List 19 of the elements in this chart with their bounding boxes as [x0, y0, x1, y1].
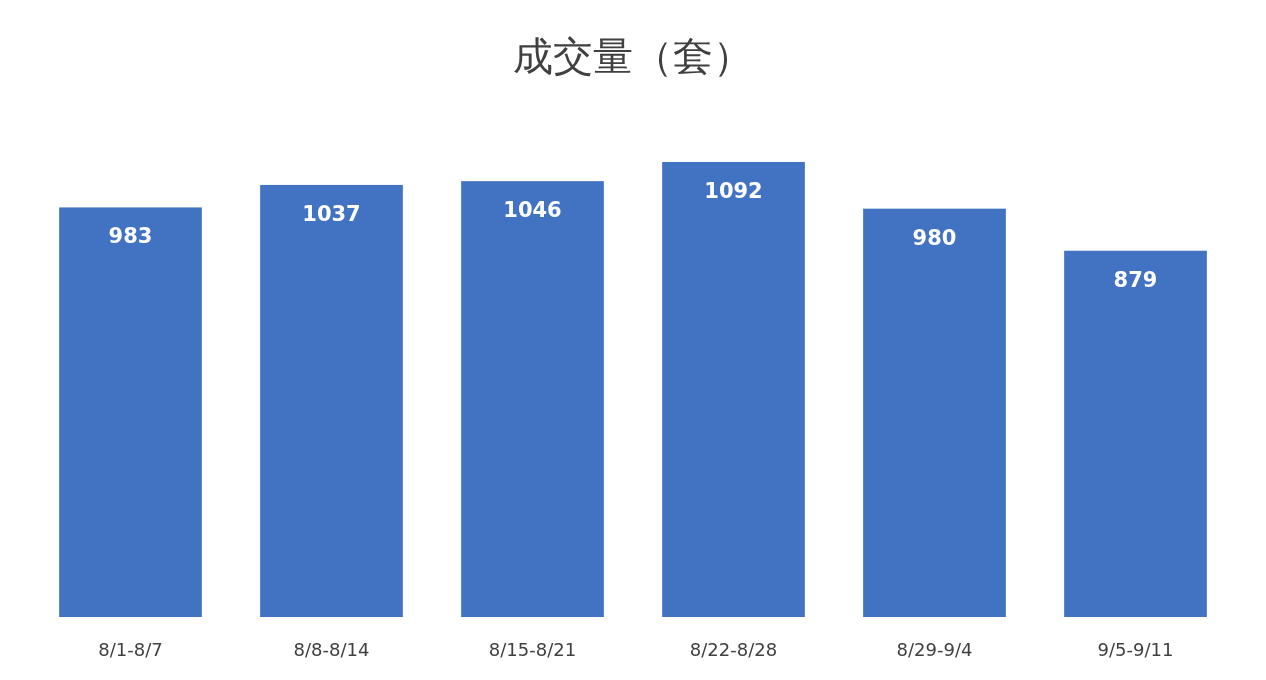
- data-label: 879: [1113, 267, 1158, 292]
- bar: [461, 181, 604, 617]
- bar: [260, 184, 403, 617]
- data-label: 1046: [503, 198, 562, 223]
- data-label: 1092: [704, 179, 763, 203]
- x-tick-label: 9/5-9/11: [1097, 639, 1174, 660]
- x-tick-label: 8/22-8/28: [689, 639, 778, 660]
- x-tick-label: 8/8-8/14: [293, 639, 370, 660]
- data-label: 983: [108, 224, 153, 249]
- data-label: 980: [912, 225, 957, 250]
- x-tick-label: 8/29-9/4: [896, 639, 973, 660]
- x-tick-label: 8/15-8/21: [488, 639, 577, 660]
- bar: [863, 208, 1006, 617]
- chart-title: 成交量（套）: [513, 33, 753, 79]
- x-tick-label: 8/1-8/7: [98, 639, 163, 660]
- bar: [59, 207, 202, 617]
- bar: [662, 162, 805, 617]
- bar: [1064, 250, 1207, 617]
- data-label: 1037: [302, 201, 361, 226]
